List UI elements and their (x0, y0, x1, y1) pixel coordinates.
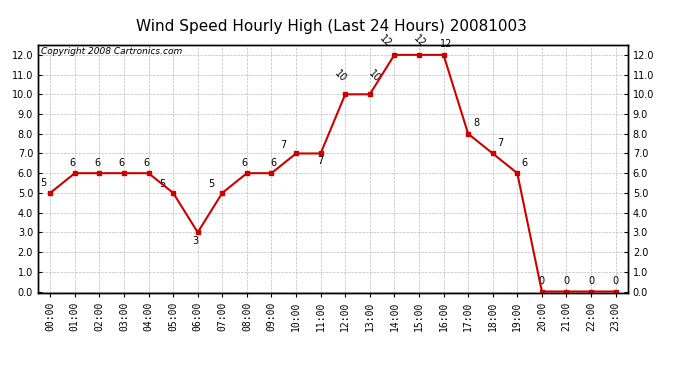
Text: 7: 7 (317, 156, 324, 166)
Text: 0: 0 (563, 276, 569, 286)
Text: 6: 6 (521, 158, 527, 168)
Text: 0: 0 (613, 276, 619, 286)
Text: 12: 12 (411, 33, 427, 50)
Text: 6: 6 (69, 158, 75, 168)
Text: 10: 10 (367, 69, 382, 84)
Text: 6: 6 (241, 158, 248, 168)
Text: 5: 5 (40, 178, 46, 188)
Text: 6: 6 (271, 158, 277, 168)
Text: 5: 5 (208, 179, 215, 189)
Text: 0: 0 (588, 276, 594, 286)
Text: 6: 6 (94, 158, 100, 168)
Text: 12: 12 (440, 39, 452, 50)
Text: 10: 10 (333, 69, 348, 84)
Text: 6: 6 (143, 158, 149, 168)
Text: 6: 6 (119, 158, 125, 168)
Text: 7: 7 (497, 138, 504, 148)
Text: 12: 12 (378, 33, 394, 50)
Text: 8: 8 (473, 118, 479, 128)
Text: 7: 7 (280, 140, 286, 150)
Text: Copyright 2008 Cartronics.com: Copyright 2008 Cartronics.com (41, 48, 182, 57)
Text: 5: 5 (159, 179, 166, 189)
Text: 3: 3 (193, 236, 198, 246)
Text: Wind Speed Hourly High (Last 24 Hours) 20081003: Wind Speed Hourly High (Last 24 Hours) 2… (136, 19, 526, 34)
Text: 0: 0 (539, 276, 545, 286)
